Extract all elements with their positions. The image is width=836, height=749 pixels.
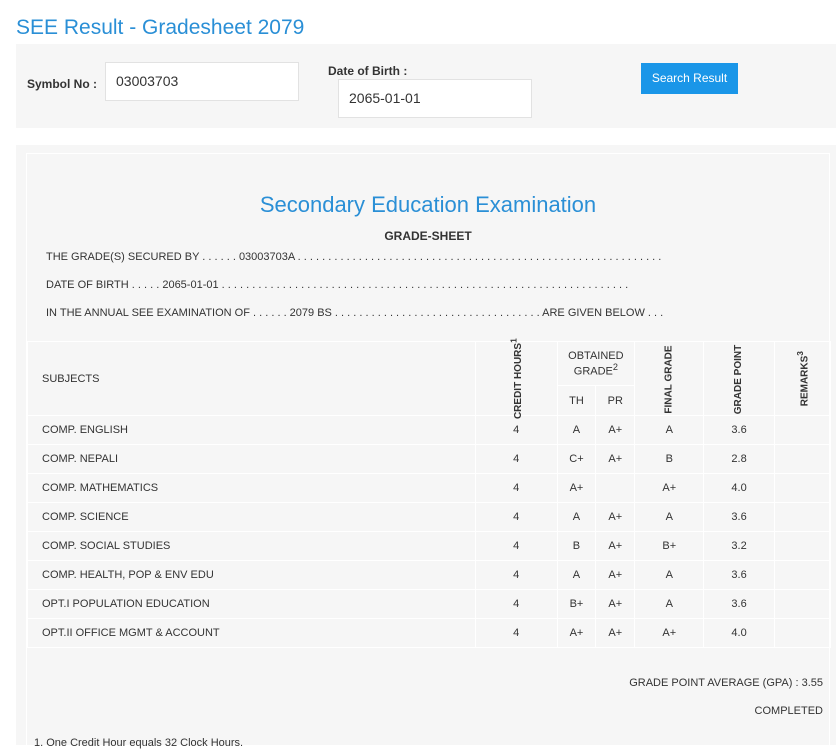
cell-subject: COMP. SCIENCE [27,502,476,532]
cell-pr: A+ [595,560,636,590]
header-th: TH [556,385,597,416]
table-row: OPT.II OFFICE MGMT & ACCOUNT 4 A+ A+ A+ 4.0 [27,618,832,648]
cell-credit: 4 [474,560,558,590]
header-remarks: REMARKS3 [773,341,832,416]
cell-pr: A+ [595,502,636,532]
cell-final: A [634,560,705,590]
gpa: GRADE POINT AVERAGE (GPA) : 3.55 [629,677,823,689]
cell-remarks [773,502,832,532]
cell-th: A [556,502,597,532]
secured-by-line: THE GRADE(S) SECURED BY . . . . . . 0300… [46,251,662,263]
table-row: OPT.I POPULATION EDUCATION 4 B+ A+ A 3.6 [27,589,832,619]
header-final: FINAL GRADE [634,341,705,416]
cell-pr: A+ [595,531,636,561]
cell-subject: COMP. ENGLISH [27,415,476,445]
cell-gp: 3.6 [703,415,775,445]
cell-subject: COMP. HEALTH, POP & ENV EDU [27,560,476,590]
cell-credit: 4 [474,618,558,648]
cell-credit: 4 [474,473,558,503]
header-credit: CREDIT HOURS1 [474,338,558,419]
exam-line: IN THE ANNUAL SEE EXAMINATION OF . . . .… [46,307,664,319]
cell-th: A+ [556,473,597,503]
cell-remarks [773,473,832,503]
cell-remarks [773,618,832,648]
cell-final: A+ [634,618,705,648]
grades-table: SUBJECTS CREDIT HOURS1 OBTAINED GRADE2 F… [27,338,832,648]
cell-th: A [556,560,597,590]
cell-th: B [556,531,597,561]
cell-final: A [634,502,705,532]
table-row: COMP. NEPALI 4 C+ A+ B 2.8 [27,444,832,474]
cell-th: C+ [556,444,597,474]
cell-credit: 4 [474,444,558,474]
table-row: COMP. ENGLISH 4 A A+ A 3.6 [27,415,832,445]
header-pr: PR [595,385,636,416]
table-row: COMP. HEALTH, POP & ENV EDU 4 A A+ A 3.6 [27,560,832,590]
page-title: SEE Result - Gradesheet 2079 [16,16,305,39]
cell-credit: 4 [474,531,558,561]
table-row: COMP. SCIENCE 4 A A+ A 3.6 [27,502,832,532]
header-obtained: OBTAINED GRADE2 [556,341,636,386]
cell-final: B+ [634,531,705,561]
search-result-button[interactable]: Search Result [641,63,738,94]
symbol-input[interactable]: 03003703 [105,62,299,101]
cell-subject: OPT.II OFFICE MGMT & ACCOUNT [27,618,476,648]
cell-gp: 3.2 [703,531,775,561]
cell-pr: A+ [595,589,636,619]
cell-subject: COMP. NEPALI [27,444,476,474]
cell-subject: COMP. SOCIAL STUDIES [27,531,476,561]
cell-gp: 4.0 [703,473,775,503]
cell-final: A [634,415,705,445]
cell-pr: A+ [595,618,636,648]
cell-remarks [773,589,832,619]
dob-line: DATE OF BIRTH . . . . . 2065-01-01 . . .… [46,279,629,291]
header-subjects: SUBJECTS [27,341,476,416]
cell-th: A [556,415,597,445]
cell-gp: 3.6 [703,589,775,619]
cell-pr: A+ [595,415,636,445]
result-status: COMPLETED [754,705,823,717]
cell-subject: OPT.I POPULATION EDUCATION [27,589,476,619]
cell-pr: A+ [595,444,636,474]
gradesheet-heading: GRADE-SHEET [384,229,472,243]
cell-credit: 4 [474,502,558,532]
header-gp: GRADE POINT [703,341,775,416]
cell-pr [595,473,636,503]
cell-credit: 4 [474,589,558,619]
cell-final: A+ [634,473,705,503]
cell-gp: 4.0 [703,618,775,648]
search-panel: Symbol No : 03003703 Date of Birth : 206… [16,44,836,128]
dob-label: Date of Birth : [328,64,408,78]
cell-gp: 3.6 [703,502,775,532]
cell-credit: 4 [474,415,558,445]
cell-subject: COMP. MATHEMATICS [27,473,476,503]
cell-remarks [773,415,832,445]
symbol-label: Symbol No : [27,77,98,91]
table-row: COMP. MATHEMATICS 4 A+ A+ 4.0 [27,473,832,503]
cell-th: A+ [556,618,597,648]
cell-remarks [773,560,832,590]
cell-gp: 3.6 [703,560,775,590]
cell-remarks [773,444,832,474]
cell-final: A [634,589,705,619]
exam-heading: Secondary Education Examination [259,192,597,217]
cell-gp: 2.8 [703,444,775,474]
cell-th: B+ [556,589,597,619]
table-row: COMP. SOCIAL STUDIES 4 B A+ B+ 3.2 [27,531,832,561]
cell-remarks [773,531,832,561]
gradesheet: Secondary Education Examination GRADE-SH… [16,145,836,749]
dob-input[interactable]: 2065-01-01 [338,79,532,118]
cell-final: B [634,444,705,474]
